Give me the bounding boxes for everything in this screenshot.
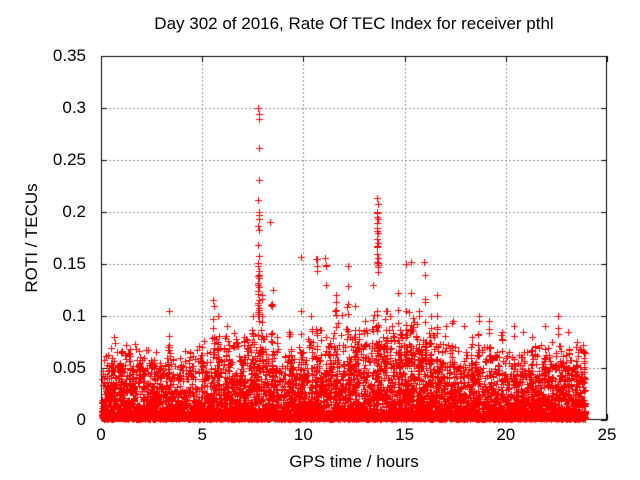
chart-title: Day 302 of 2016, Rate Of TEC Index for r… (154, 14, 554, 33)
y-tick-label: 0.05 (52, 358, 86, 377)
x-tick-label: 10 (293, 425, 313, 444)
x-tick-label: 25 (597, 425, 617, 444)
y-tick-label: 0.35 (52, 46, 86, 65)
y-tick-label: 0.15 (52, 254, 86, 273)
y-tick-label: 0 (76, 410, 86, 429)
x-tick-label: 0 (96, 425, 106, 444)
y-tick-label: 0.3 (62, 98, 86, 117)
y-tick-label: 0.1 (62, 306, 86, 325)
x-tick-label: 15 (395, 425, 415, 444)
x-axis-label: GPS time / hours (289, 452, 419, 471)
y-tick-label: 0.25 (52, 150, 86, 169)
x-tick-label: 20 (496, 425, 516, 444)
y-tick-label: 0.2 (62, 202, 86, 221)
x-tick-label: 5 (197, 425, 207, 444)
